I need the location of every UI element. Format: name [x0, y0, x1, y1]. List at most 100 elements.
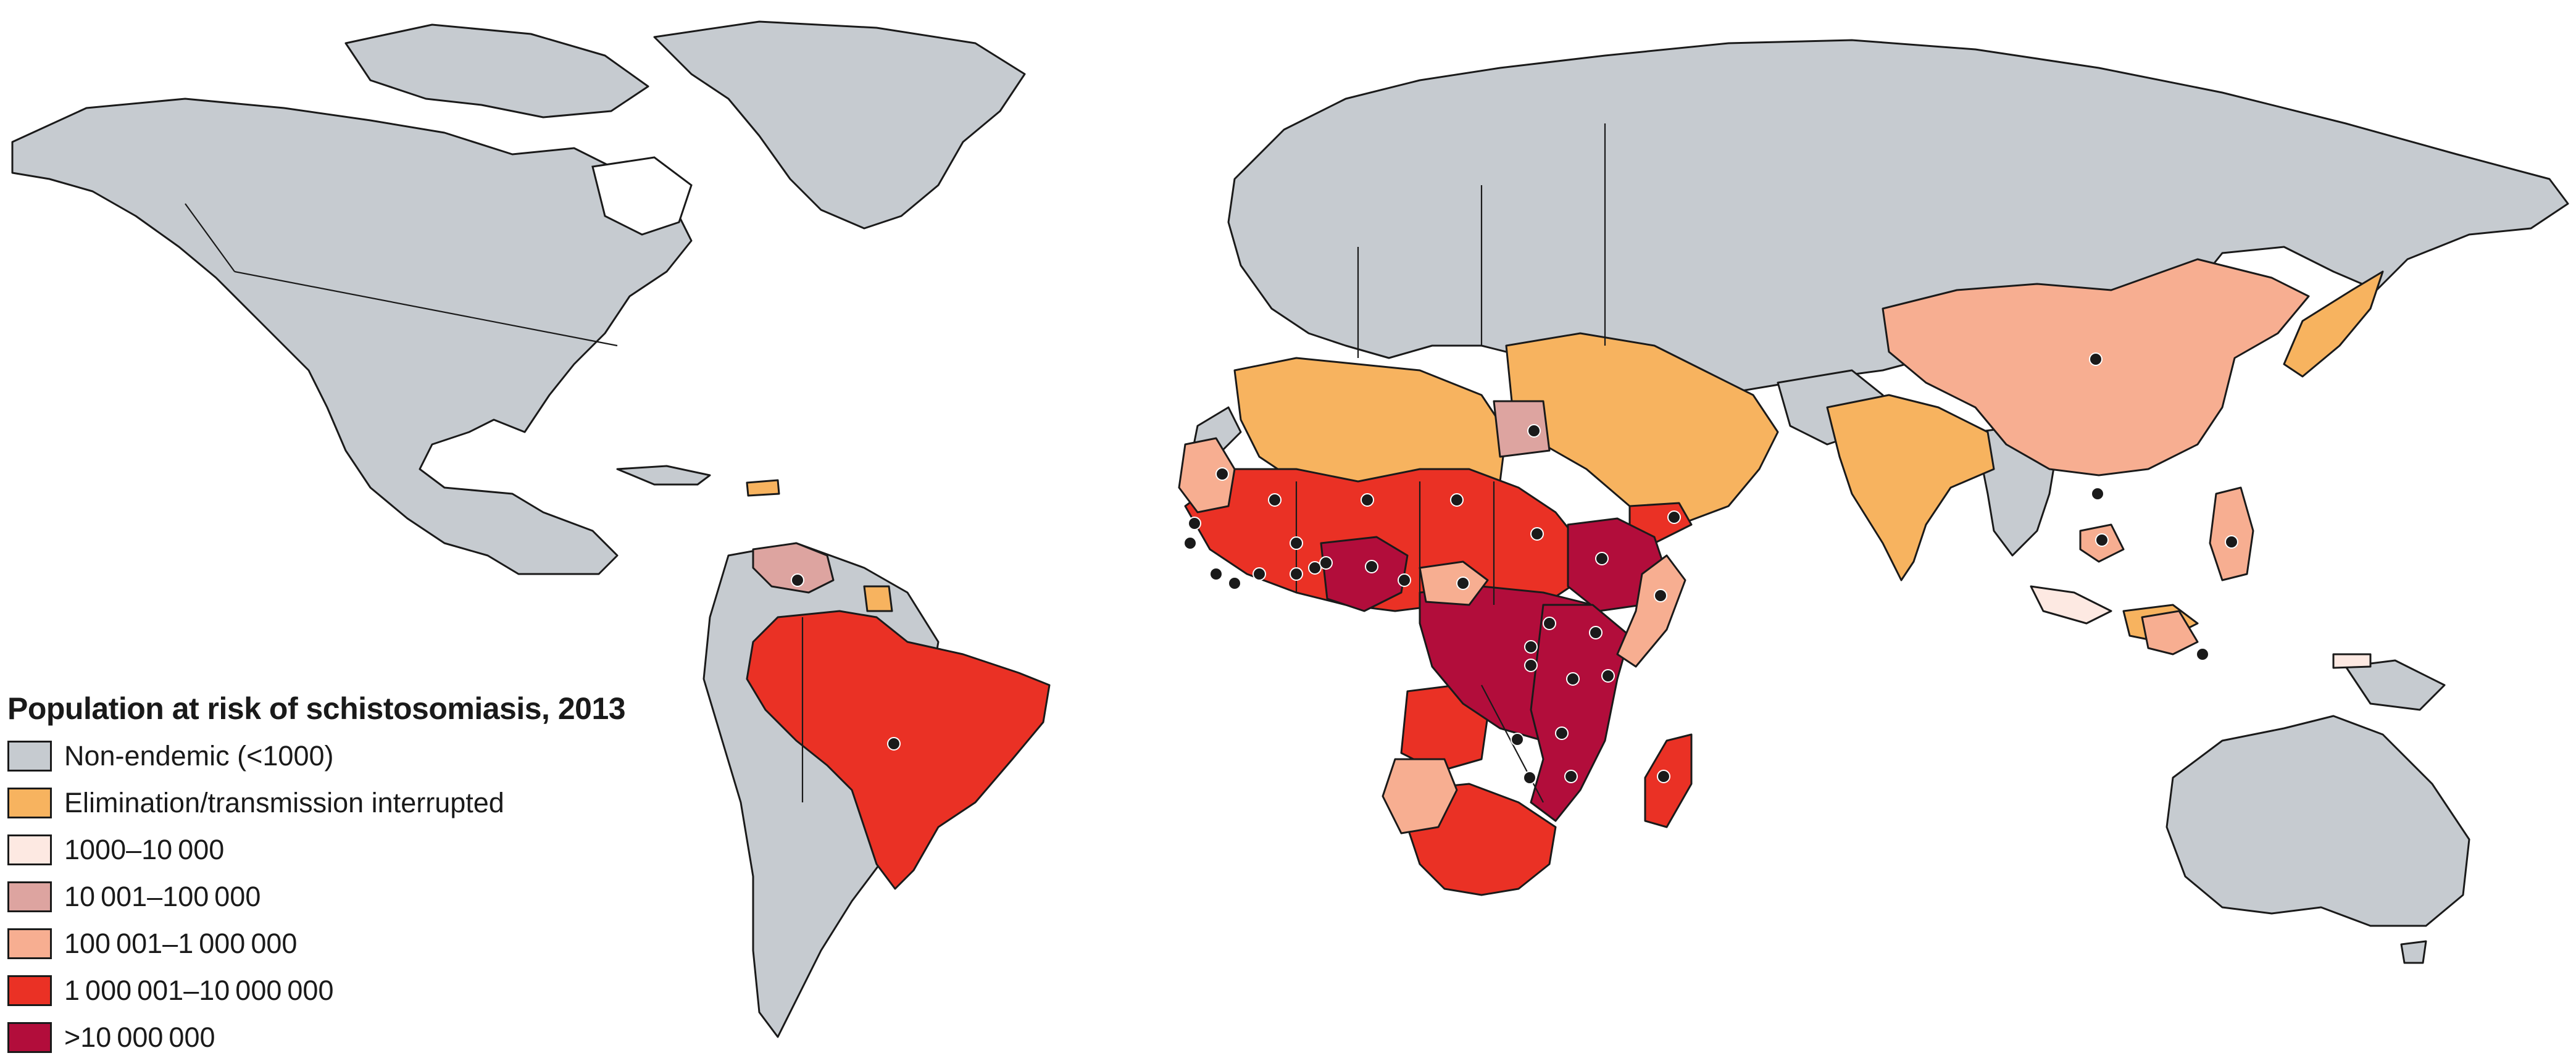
region-greenland [653, 20, 1026, 230]
very-high-risk-regions [1320, 517, 1668, 822]
marker-ethiopia [1595, 552, 1609, 565]
marker-guinea [1209, 567, 1223, 581]
marker-mauritania [1215, 467, 1229, 481]
low-risk-regions [752, 400, 1551, 594]
marker-indonesia [2196, 647, 2209, 661]
region-canadian-arctic-islands [344, 23, 649, 119]
region-east-africa [1530, 604, 1631, 822]
legend-item-1k-10k: 1000–10 000 [7, 826, 717, 873]
very-low-risk-regions [2030, 585, 2372, 669]
region-caribbean [616, 465, 711, 486]
legend-item-10k-100k: 10 001–100 000 [7, 873, 717, 920]
region-timor [2332, 653, 2372, 669]
legend-swatch [7, 1022, 52, 1053]
region-indonesia-islands [2141, 610, 2199, 655]
marker-burkina [1290, 536, 1303, 550]
region-hudson-bay [591, 156, 693, 236]
marker-philippines [2225, 535, 2238, 549]
region-japan [2283, 270, 2384, 378]
marker-drc-2 [1524, 659, 1538, 672]
marker-mozambique [1564, 770, 1578, 783]
region-philippines [2209, 486, 2254, 581]
legend-swatch [7, 788, 52, 818]
marker-zambia [1511, 733, 1524, 746]
marker-china [2089, 352, 2103, 366]
region-namibia-botswana [1382, 758, 1458, 834]
marker-kenya [1589, 626, 1603, 639]
region-mauritania [1178, 437, 1236, 514]
marker-somalia [1654, 589, 1667, 602]
legend-swatch [7, 834, 52, 865]
marker-madagascar [1657, 770, 1670, 783]
legend-swatch [7, 741, 52, 772]
marker-yemen [1667, 510, 1681, 524]
legend-item-eliminated: Elimination/transmission interrupted [7, 780, 717, 826]
marker-uganda [1543, 617, 1556, 630]
marker-senegal [1188, 517, 1201, 530]
marker-brazil [887, 737, 901, 751]
marker-ghana [1290, 567, 1303, 581]
medium-risk-regions [1178, 258, 2310, 834]
region-nigeria [1320, 536, 1409, 612]
region-venezuela [752, 542, 835, 594]
marker-cambodia [2095, 533, 2109, 547]
marker-zimbabwe [1523, 771, 1536, 784]
region-china [1882, 258, 2310, 476]
marker-car [1456, 576, 1470, 590]
marker-venezuela [791, 573, 804, 587]
region-somalia [1616, 554, 1686, 668]
legend-swatch [7, 975, 52, 1006]
marker-egypt [1527, 424, 1541, 438]
region-eurasia-north [1227, 39, 2569, 409]
marker-sierra-leone [1228, 576, 1241, 590]
marker-nigeria [1365, 560, 1378, 573]
legend-list: Non-endemic (<1000) Elimination/transmis… [7, 733, 717, 1061]
region-australia [2165, 715, 2470, 927]
region-tasmania [2400, 940, 2427, 964]
marker-drc-1 [1524, 640, 1538, 654]
marker-cote-divoire [1253, 567, 1266, 581]
marker-east-coast [1601, 669, 1615, 683]
region-new-guinea [2345, 659, 2446, 711]
country-borders [185, 123, 1606, 803]
eliminated-regions [746, 332, 2199, 643]
region-middle-east [1505, 332, 1779, 526]
legend-item-100k-1m: 100 001–1 000 000 [7, 920, 717, 967]
marker-benin [1319, 556, 1333, 570]
marker-togo [1308, 561, 1322, 575]
legend-item-non-endemic: Non-endemic (<1000) [7, 733, 717, 780]
legend-swatch [7, 928, 52, 959]
region-indonesia-east [2030, 585, 2112, 625]
legend-label: 10 001–100 000 [64, 881, 261, 912]
legend-label: 100 001–1 000 000 [64, 928, 298, 959]
legend-label: >10 000 000 [64, 1021, 215, 1053]
survey-markers [791, 352, 2238, 784]
marker-tanzania [1566, 672, 1580, 686]
legend-label: 1 000 001–10 000 000 [64, 975, 334, 1006]
legend-swatch [7, 881, 52, 912]
marker-chad [1450, 493, 1464, 507]
region-brazil [746, 610, 1051, 890]
marker-mali [1268, 493, 1282, 507]
region-north-america [11, 98, 693, 575]
marker-niger [1361, 493, 1374, 507]
marker-laos [2091, 487, 2104, 501]
marker-malawi [1555, 726, 1569, 740]
marker-cameroon [1398, 573, 1411, 587]
region-suriname [863, 585, 893, 612]
legend-title: Population at risk of schistosomiasis, 2… [7, 691, 626, 726]
legend-label: 1000–10 000 [64, 834, 225, 865]
region-egypt [1493, 400, 1551, 458]
legend-item-10m-plus: >10 000 000 [7, 1014, 717, 1061]
legend-item-1m-10m: 1 000 001–10 000 000 [7, 967, 717, 1014]
region-india [1826, 394, 1995, 581]
map-legend: Population at risk of schistosomiasis, 2… [7, 688, 717, 1061]
region-car [1419, 560, 1489, 606]
marker-sudan [1530, 527, 1544, 541]
legend-label: Elimination/transmission interrupted [64, 787, 504, 818]
marker-gambia [1183, 536, 1197, 550]
legend-label: Non-endemic (<1000) [64, 740, 334, 772]
region-caribbean-eliminated [746, 479, 780, 497]
